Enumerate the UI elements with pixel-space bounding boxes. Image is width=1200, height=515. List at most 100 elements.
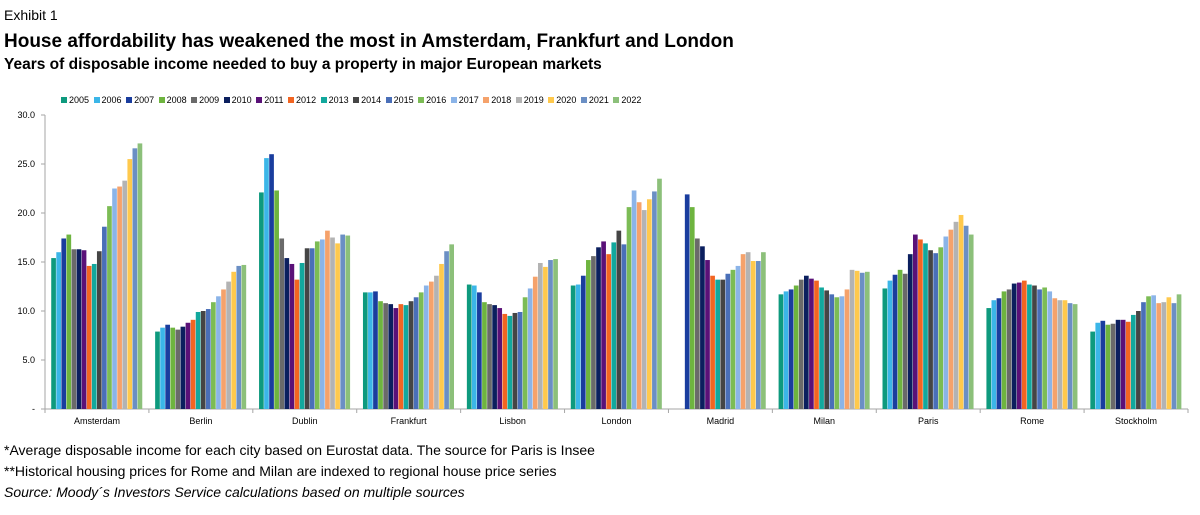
- legend-item: 2008: [158, 95, 187, 105]
- bar: [512, 312, 518, 409]
- bar: [601, 241, 606, 409]
- bar: [1125, 321, 1131, 409]
- legend-swatch: [158, 97, 165, 103]
- bar: [755, 261, 761, 409]
- bar: [1161, 302, 1167, 409]
- y-tick-label: 30.0: [17, 110, 35, 120]
- bar: [1156, 303, 1162, 409]
- bar: [543, 266, 548, 409]
- bar: [487, 304, 492, 409]
- x-tick-label: Rome: [1020, 416, 1044, 426]
- bar: [968, 234, 974, 409]
- legend-swatch: [61, 97, 67, 103]
- legend-item: 2017: [450, 95, 479, 105]
- legend-item: 2020: [548, 95, 576, 105]
- bar: [274, 190, 279, 409]
- legend-label: 2016: [426, 95, 447, 105]
- bar: [1171, 303, 1177, 409]
- bar: [507, 315, 513, 409]
- x-tick-label: Berlin: [189, 416, 212, 426]
- legend-swatch: [613, 97, 620, 103]
- bar: [325, 230, 330, 409]
- bar: [132, 148, 138, 409]
- bar: [991, 300, 997, 409]
- legend-label: 2022: [621, 95, 642, 105]
- bar: [378, 301, 383, 409]
- bar: [340, 234, 346, 409]
- bar: [314, 241, 320, 409]
- bar: [1105, 324, 1111, 409]
- bar: [730, 269, 736, 409]
- bar: [798, 279, 804, 409]
- bar: [294, 279, 300, 409]
- y-tick-label: 10.0: [17, 306, 35, 316]
- legend-label: 2018: [491, 95, 512, 105]
- bar: [368, 292, 373, 409]
- legend-swatch: [320, 97, 327, 103]
- bar: [269, 154, 274, 409]
- bar: [444, 251, 449, 409]
- bar: [1090, 331, 1096, 409]
- y-tick-label: 25.0: [17, 159, 35, 169]
- bar: [735, 265, 741, 409]
- bar: [259, 192, 264, 409]
- x-tick-label: London: [601, 416, 631, 426]
- bar: [96, 251, 102, 409]
- bar: [928, 250, 933, 409]
- bar: [137, 143, 143, 410]
- bar: [788, 289, 794, 409]
- bar: [986, 308, 992, 409]
- bar: [477, 292, 482, 409]
- bar: [948, 229, 954, 409]
- bar: [264, 158, 269, 409]
- legend-swatch: [580, 97, 587, 103]
- legend-swatch: [288, 97, 295, 103]
- bar: [854, 270, 860, 409]
- exhibit-label: Exhibit 1: [4, 7, 58, 23]
- bar: [61, 238, 67, 409]
- bar: [882, 288, 888, 409]
- bar: [231, 271, 237, 409]
- legend-item: 2010: [223, 95, 252, 105]
- x-tick-label: Amsterdam: [74, 416, 120, 426]
- bar: [1006, 289, 1012, 409]
- bar: [1016, 282, 1022, 409]
- bar: [439, 263, 444, 409]
- bar: [646, 199, 652, 409]
- bar: [160, 327, 165, 409]
- legend-swatch: [385, 97, 392, 103]
- bar: [1057, 300, 1063, 409]
- bar: [586, 260, 591, 409]
- legend-item: 2016: [418, 95, 446, 105]
- bar: [761, 252, 766, 409]
- legend-item: 2018: [483, 95, 511, 105]
- bar: [1042, 287, 1047, 409]
- x-tick-label: Paris: [918, 416, 939, 426]
- bar: [1047, 291, 1053, 409]
- bar: [1027, 284, 1032, 409]
- bar: [887, 280, 893, 409]
- bar: [102, 226, 107, 409]
- bar: [1166, 297, 1172, 409]
- bar: [844, 289, 850, 409]
- bar: [933, 253, 938, 409]
- bar: [548, 260, 553, 409]
- bar: [1115, 319, 1121, 409]
- bar: [745, 252, 751, 409]
- y-tick-label: 15.0: [17, 257, 35, 267]
- bar: [912, 234, 918, 409]
- bar: [1120, 319, 1126, 409]
- legend-item: 2022: [613, 95, 641, 105]
- legend-item: 2012: [288, 95, 316, 105]
- bar: [66, 234, 72, 409]
- bar: [611, 242, 617, 409]
- bar: [211, 302, 216, 409]
- bar: [86, 265, 92, 409]
- bar: [839, 296, 845, 409]
- legend-label: 2021: [588, 95, 609, 105]
- bar: [170, 327, 176, 409]
- y-tick-label: -: [32, 404, 35, 414]
- bar: [849, 269, 855, 409]
- bar: [570, 285, 576, 409]
- bar: [824, 290, 829, 409]
